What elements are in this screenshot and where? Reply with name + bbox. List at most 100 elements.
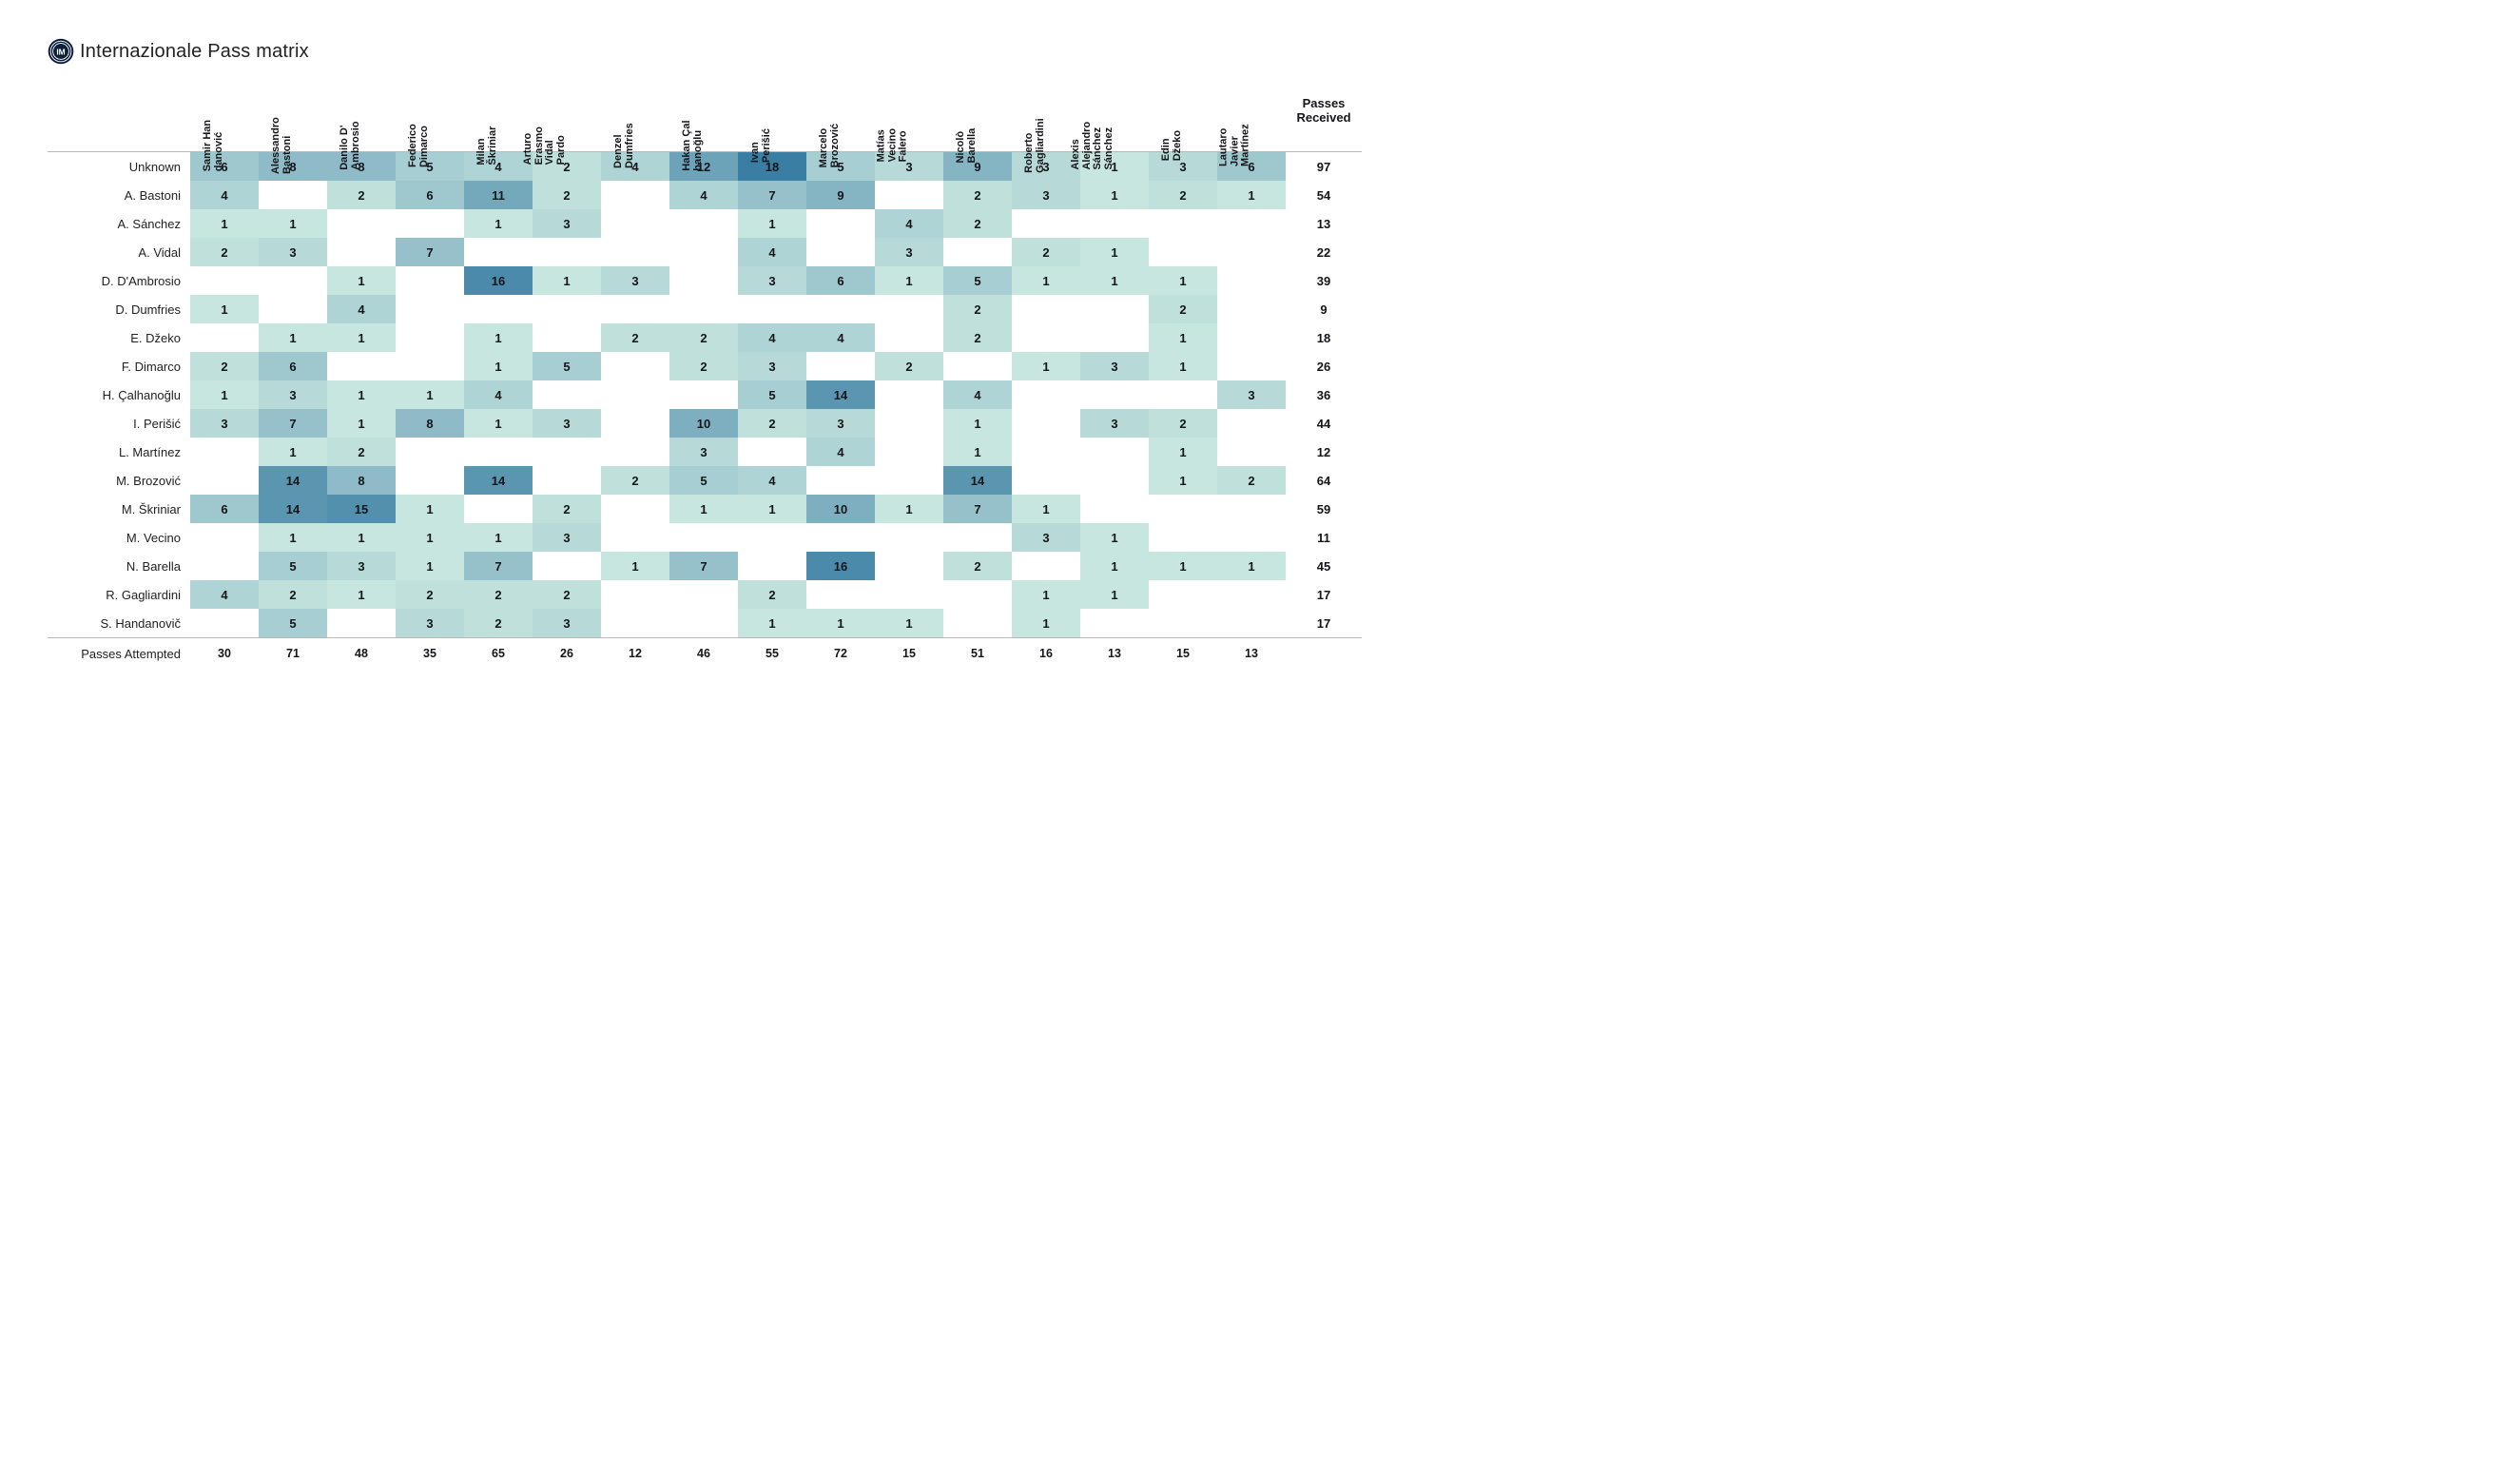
heatmap-cell: 4	[806, 323, 875, 352]
row-total: 22	[1286, 238, 1362, 266]
heatmap-cell: 1	[190, 209, 259, 238]
heatmap-cell: 11	[464, 181, 533, 209]
heatmap-cell: 2	[190, 238, 259, 266]
heatmap-cell: 3	[190, 409, 259, 438]
heatmap-cell: 8	[327, 466, 396, 495]
heatmap-cell: 1	[1217, 552, 1286, 580]
table-row: N. Barella53171716211145	[48, 552, 1362, 580]
heatmap-cell: 16	[464, 266, 533, 295]
col-header: Lautaro Javier Martínez	[1217, 70, 1286, 152]
heatmap-cell	[1012, 552, 1080, 580]
row-total: 11	[1286, 523, 1362, 552]
heatmap-cell	[1080, 466, 1149, 495]
row-label: L. Martínez	[48, 438, 190, 466]
heatmap-cell	[1217, 609, 1286, 638]
col-header-label: Matías Vecino Falero	[876, 128, 909, 162]
heatmap-cell: 2	[669, 352, 738, 380]
heatmap-cell: 2	[464, 580, 533, 609]
col-header: Arturo Erasmo Vidal Pardo	[533, 70, 601, 152]
col-header-label: Denzel Dumfries	[613, 123, 635, 168]
heatmap-cell: 1	[464, 523, 533, 552]
heatmap-cell	[601, 352, 669, 380]
heatmap-cell	[190, 323, 259, 352]
heatmap-cell: 14	[464, 466, 533, 495]
heatmap-cell	[1217, 438, 1286, 466]
row-total: 9	[1286, 295, 1362, 323]
heatmap-cell	[464, 438, 533, 466]
heatmap-cell: 15	[327, 495, 396, 523]
table-row: L. Martínez12341112	[48, 438, 1362, 466]
row-label: M. Vecino	[48, 523, 190, 552]
heatmap-cell	[190, 552, 259, 580]
heatmap-cell	[396, 266, 464, 295]
heatmap-cell: 6	[806, 266, 875, 295]
heatmap-cell: 1	[1012, 495, 1080, 523]
heatmap-cell	[533, 438, 601, 466]
heatmap-cell: 1	[464, 209, 533, 238]
heatmap-cell	[875, 295, 943, 323]
heatmap-cell: 4	[875, 209, 943, 238]
heatmap-cell: 3	[601, 266, 669, 295]
heatmap-cell: 1	[738, 495, 806, 523]
heatmap-cell	[806, 238, 875, 266]
heatmap-cell	[1149, 523, 1217, 552]
heatmap-cell: 1	[943, 409, 1012, 438]
col-header-label: Alexis Alejandro Sánchez Sánchez	[1071, 122, 1115, 170]
table-row: I. Perišić371813102313244	[48, 409, 1362, 438]
heatmap-cell: 1	[327, 523, 396, 552]
col-total: 71	[259, 638, 327, 670]
heatmap-cell	[943, 238, 1012, 266]
heatmap-cell	[806, 580, 875, 609]
heatmap-cell	[396, 438, 464, 466]
heatmap-cell: 1	[1080, 552, 1149, 580]
heatmap-cell	[1012, 323, 1080, 352]
heatmap-cell	[1217, 238, 1286, 266]
col-header-label: Federico Dimarco	[408, 124, 430, 167]
heatmap-cell: 1	[601, 552, 669, 580]
heatmap-cell	[943, 523, 1012, 552]
heatmap-cell	[669, 238, 738, 266]
col-total: 15	[875, 638, 943, 670]
heatmap-cell	[1080, 209, 1149, 238]
heatmap-cell: 1	[259, 209, 327, 238]
heatmap-cell: 1	[738, 209, 806, 238]
heatmap-cell	[259, 295, 327, 323]
heatmap-cell	[396, 295, 464, 323]
col-header: Alexis Alejandro Sánchez Sánchez	[1080, 70, 1149, 152]
heatmap-cell	[875, 466, 943, 495]
heatmap-cell: 2	[943, 323, 1012, 352]
heatmap-cell: 1	[1012, 609, 1080, 638]
heatmap-cell: 1	[1080, 266, 1149, 295]
row-label: R. Gagliardini	[48, 580, 190, 609]
heatmap-cell: 6	[190, 495, 259, 523]
col-header-label: Arturo Erasmo Vidal Pardo	[523, 127, 567, 165]
col-header: Samir Han danović	[190, 70, 259, 152]
heatmap-cell: 3	[533, 209, 601, 238]
heatmap-cell	[669, 523, 738, 552]
col-header: Denzel Dumfries	[601, 70, 669, 152]
heatmap-cell: 5	[943, 266, 1012, 295]
heatmap-cell	[875, 181, 943, 209]
heatmap-cell	[1149, 380, 1217, 409]
heatmap-cell: 3	[1012, 523, 1080, 552]
heatmap-cell	[1217, 523, 1286, 552]
heatmap-cell	[1217, 323, 1286, 352]
heatmap-cell: 9	[806, 181, 875, 209]
heatmap-cell	[1217, 495, 1286, 523]
heatmap-cell: 1	[327, 266, 396, 295]
row-total: 59	[1286, 495, 1362, 523]
col-total: 12	[601, 638, 669, 670]
table-row: D. D'Ambrosio11613361511139	[48, 266, 1362, 295]
heatmap-cell: 2	[1012, 238, 1080, 266]
heatmap-cell	[396, 323, 464, 352]
heatmap-cell	[396, 352, 464, 380]
heatmap-cell: 1	[396, 380, 464, 409]
heatmap-cell	[190, 523, 259, 552]
heatmap-cell	[1080, 380, 1149, 409]
row-label: H. Çalhanoğlu	[48, 380, 190, 409]
heatmap-cell: 5	[259, 609, 327, 638]
heatmap-cell: 7	[396, 238, 464, 266]
heatmap-cell: 14	[806, 380, 875, 409]
row-total: 64	[1286, 466, 1362, 495]
table-row: A. Sánchez111314213	[48, 209, 1362, 238]
